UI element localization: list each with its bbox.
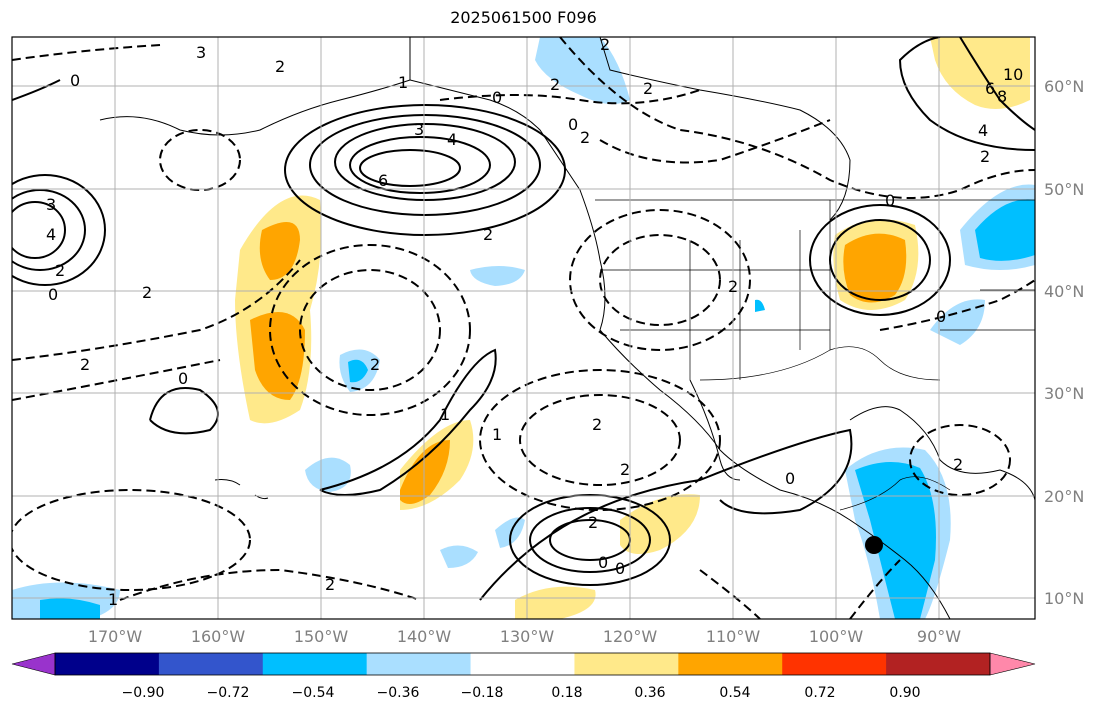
- contour-labels: 3 2 1 0 2 3 4 6 0 2 2 2 0 6 4 8 10 2 3 4…: [46, 35, 1023, 609]
- contour-label: 2: [580, 128, 590, 147]
- lat-label: 60°N: [1044, 77, 1084, 96]
- contour-label: 2: [483, 225, 493, 244]
- contour-label: 1: [108, 590, 118, 609]
- colorbar-tick: 0.72: [804, 685, 835, 701]
- contour-label: 6: [378, 171, 388, 190]
- colorbar-tick: 0.54: [719, 685, 750, 701]
- colorbar-outline: [54, 652, 991, 676]
- colorbar-segment: [574, 653, 679, 675]
- contour-label: 2: [550, 75, 560, 94]
- longitude-labels: 170°W 160°W 150°W 140°W 130°W 120°W 110°…: [88, 627, 961, 646]
- contour-label: 2: [953, 455, 963, 474]
- contour-label: 2: [325, 575, 335, 594]
- colorbar-segment: [366, 653, 472, 675]
- colorbar-tick: 0.90: [889, 685, 920, 701]
- lon-label: 160°W: [191, 627, 246, 646]
- contour-label: 0: [492, 88, 502, 107]
- contour-label: 2: [728, 277, 738, 296]
- contour-label: 2: [643, 79, 653, 98]
- colorbar-segment: [55, 653, 160, 675]
- contour-label: 1: [440, 405, 450, 424]
- colorbar-segment: [158, 653, 264, 675]
- contour-label: 4: [46, 225, 56, 244]
- graticule: [12, 37, 1035, 619]
- lon-label: 140°W: [397, 627, 452, 646]
- lat-label: 30°N: [1044, 384, 1084, 403]
- contour-label: 0: [885, 191, 895, 210]
- contours-solid: [12, 37, 1035, 601]
- contour-label: 0: [568, 115, 578, 134]
- station-marker: [865, 536, 883, 554]
- contour-label: 2: [55, 261, 65, 280]
- contour-label: 2: [600, 35, 610, 54]
- contour-label: 2: [80, 355, 90, 374]
- colorbar-tick: 0.36: [634, 685, 665, 701]
- latitude-labels: 60°N 50°N 40°N 30°N 20°N 10°N: [1044, 77, 1084, 608]
- contour-label: 8: [997, 87, 1007, 106]
- contour-label: 0: [70, 71, 80, 90]
- contour-label: 1: [398, 73, 408, 92]
- colorbar-tick: 0.18: [551, 685, 582, 701]
- lat-label: 40°N: [1044, 282, 1084, 301]
- map-title: 2025061500 F096: [450, 8, 597, 27]
- contour-label: 3: [46, 195, 56, 214]
- map-frame: [11, 36, 1036, 620]
- coastlines: [99, 37, 1035, 619]
- borders: [595, 199, 1035, 511]
- contour-label: 10: [1003, 65, 1023, 84]
- contour-label: 0: [936, 307, 946, 326]
- contour-label: 3: [414, 120, 424, 139]
- colorbar-tick: −0.90: [122, 685, 165, 701]
- colorbar-segment: [262, 653, 368, 675]
- contour-label: 2: [620, 460, 630, 479]
- lon-label: 170°W: [88, 627, 143, 646]
- contour-label: 2: [275, 57, 285, 76]
- colorbar-segment: [782, 653, 887, 675]
- contour-label: 4: [978, 121, 988, 140]
- contour-label: 2: [370, 355, 380, 374]
- contour-label: 2: [980, 147, 990, 166]
- map-panel: 3 2 1 0 2 3 4 6 0 2 2 2 0 6 4 8 10 2 3 4…: [12, 35, 1035, 619]
- lat-label: 10°N: [1044, 589, 1084, 608]
- lon-label: 110°W: [706, 627, 761, 646]
- colorbar-max-extension: [989, 652, 1036, 676]
- shading-positive: [235, 37, 1030, 619]
- contour-label: 0: [615, 559, 625, 578]
- contour-label: 4: [447, 130, 457, 149]
- contour-label: 0: [48, 285, 58, 304]
- contour-label: 6: [985, 79, 995, 98]
- contour-label: 1: [492, 425, 502, 444]
- contour-label: 2: [142, 283, 152, 302]
- colorbar-segments: [55, 653, 991, 675]
- colorbar: −0.90 −0.72 −0.54 −0.36 −0.18 0.18 0.36 …: [11, 652, 1036, 701]
- lon-label: 150°W: [294, 627, 349, 646]
- shading-negative: [12, 37, 1035, 619]
- lon-label: 130°W: [500, 627, 555, 646]
- contours-dashed: [12, 37, 1035, 619]
- colorbar-tick: −0.18: [461, 685, 504, 701]
- lon-label: 120°W: [603, 627, 658, 646]
- contour-label: 0: [598, 553, 608, 572]
- lat-label: 20°N: [1044, 487, 1084, 506]
- contour-label: 3: [196, 43, 206, 62]
- lon-label: 100°W: [809, 627, 864, 646]
- contour-label: 0: [785, 469, 795, 488]
- colorbar-segment: [678, 653, 783, 675]
- lat-label: 50°N: [1044, 180, 1084, 199]
- colorbar-tick: −0.36: [377, 685, 420, 701]
- colorbar-segment: [886, 653, 991, 675]
- lon-label: 90°W: [917, 627, 961, 646]
- contour-label: 2: [592, 415, 602, 434]
- colorbar-tick: −0.54: [292, 685, 335, 701]
- contour-label: 0: [178, 369, 188, 388]
- colorbar-segment: [470, 653, 575, 675]
- colorbar-min-extension: [11, 652, 56, 676]
- colorbar-tick: −0.72: [207, 685, 250, 701]
- contour-label: 2: [588, 513, 598, 532]
